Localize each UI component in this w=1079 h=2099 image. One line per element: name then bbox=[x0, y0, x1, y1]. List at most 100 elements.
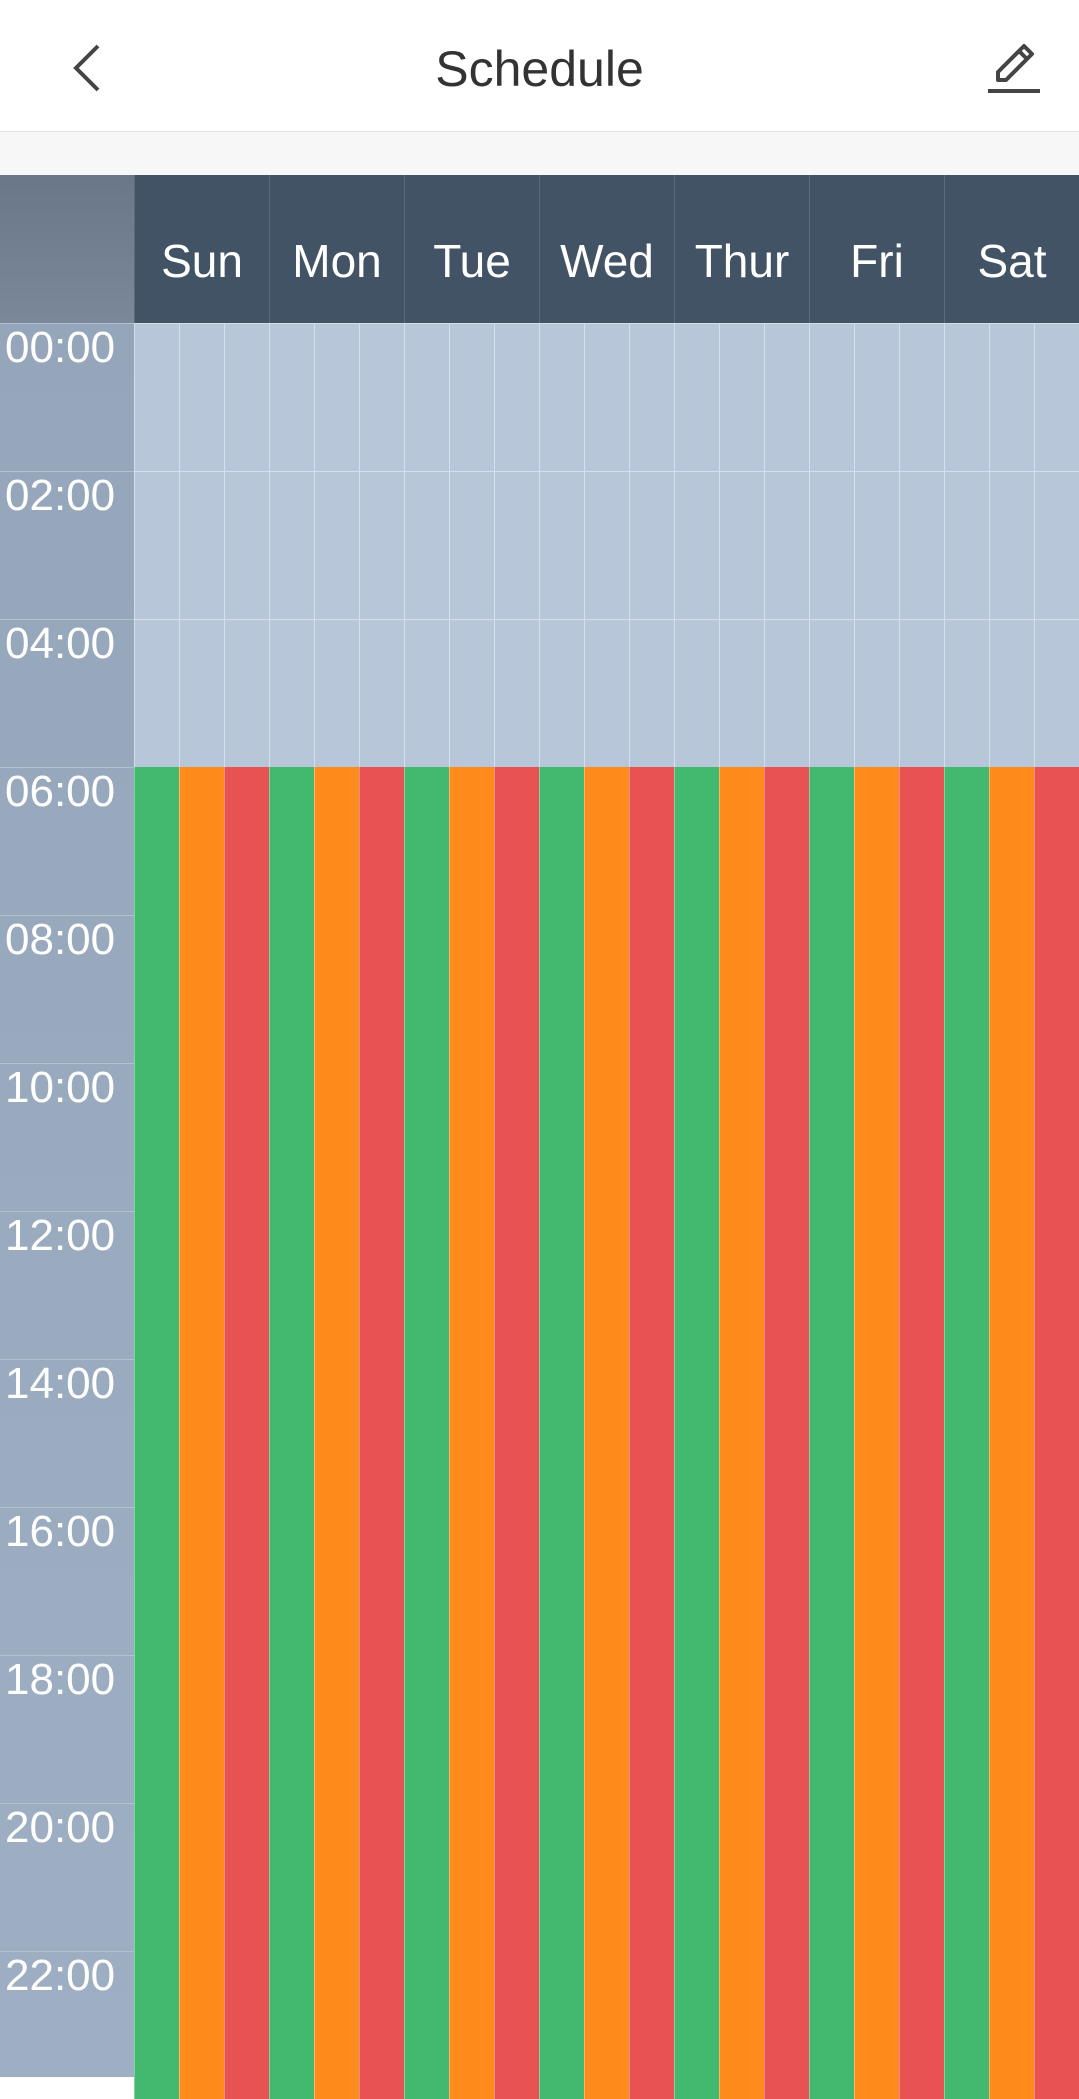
slot bbox=[494, 915, 539, 1063]
slot bbox=[899, 323, 944, 471]
slot bbox=[179, 1211, 224, 1359]
row-line bbox=[0, 915, 134, 916]
slot bbox=[539, 1211, 584, 1359]
slot bbox=[494, 1803, 539, 1951]
slot bbox=[854, 767, 899, 915]
slot bbox=[854, 1803, 899, 1951]
slot bbox=[494, 1951, 539, 2099]
slot bbox=[134, 1951, 179, 2099]
slot bbox=[584, 767, 629, 915]
slot bbox=[764, 1211, 809, 1359]
row-line bbox=[0, 1803, 134, 1804]
slot bbox=[989, 1359, 1034, 1507]
slot bbox=[674, 1359, 719, 1507]
row-line bbox=[0, 1507, 134, 1508]
day-header: Wed bbox=[539, 175, 674, 323]
slot bbox=[494, 1063, 539, 1211]
slot bbox=[674, 323, 719, 471]
slot bbox=[629, 767, 674, 915]
slot bbox=[179, 1951, 224, 2099]
slot bbox=[719, 1655, 764, 1803]
slot bbox=[494, 619, 539, 767]
slot bbox=[314, 915, 359, 1063]
slot bbox=[674, 1655, 719, 1803]
row-line bbox=[0, 767, 134, 768]
slot bbox=[1034, 1655, 1079, 1803]
slot bbox=[449, 1655, 494, 1803]
slot bbox=[404, 1507, 449, 1655]
slot bbox=[269, 1359, 314, 1507]
slot bbox=[269, 1211, 314, 1359]
slot bbox=[719, 471, 764, 619]
slot bbox=[674, 1951, 719, 2099]
day-header: Sun bbox=[134, 175, 269, 323]
slot bbox=[944, 471, 989, 619]
slot bbox=[854, 1507, 899, 1655]
slot bbox=[224, 1951, 269, 2099]
slot bbox=[944, 323, 989, 471]
slot bbox=[494, 323, 539, 471]
slot bbox=[719, 1211, 764, 1359]
slot bbox=[179, 471, 224, 619]
slot bbox=[719, 915, 764, 1063]
slot bbox=[854, 1063, 899, 1211]
slot bbox=[1034, 767, 1079, 915]
slot bbox=[629, 1359, 674, 1507]
slot bbox=[764, 323, 809, 471]
slot bbox=[179, 323, 224, 471]
slot bbox=[584, 915, 629, 1063]
slot bbox=[584, 1951, 629, 2099]
slot bbox=[134, 323, 179, 471]
slot bbox=[494, 1507, 539, 1655]
slot bbox=[359, 767, 404, 915]
slot bbox=[539, 1063, 584, 1211]
slot bbox=[314, 1951, 359, 2099]
day-header: Thur bbox=[674, 175, 809, 323]
slot bbox=[719, 767, 764, 915]
row-line bbox=[0, 1063, 134, 1064]
slot bbox=[944, 915, 989, 1063]
slot bbox=[719, 619, 764, 767]
slot bbox=[1034, 619, 1079, 767]
slot bbox=[719, 1803, 764, 1951]
slot bbox=[449, 1951, 494, 2099]
edit-button[interactable] bbox=[984, 38, 1044, 98]
slot bbox=[674, 767, 719, 915]
slot bbox=[179, 1507, 224, 1655]
back-button[interactable] bbox=[64, 40, 112, 96]
slot bbox=[629, 1655, 674, 1803]
row-line bbox=[0, 1655, 134, 1656]
slot bbox=[224, 767, 269, 915]
slot bbox=[1034, 1803, 1079, 1951]
slot bbox=[854, 323, 899, 471]
slot bbox=[854, 471, 899, 619]
slot bbox=[314, 1359, 359, 1507]
slot bbox=[449, 323, 494, 471]
slot bbox=[224, 1211, 269, 1359]
slot bbox=[404, 915, 449, 1063]
slot bbox=[629, 471, 674, 619]
slot bbox=[989, 471, 1034, 619]
slot bbox=[539, 323, 584, 471]
slot bbox=[989, 619, 1034, 767]
corner-cell bbox=[0, 175, 134, 323]
slot bbox=[314, 1803, 359, 1951]
slot bbox=[944, 1655, 989, 1803]
slot bbox=[494, 471, 539, 619]
slot bbox=[809, 1063, 854, 1211]
slot bbox=[764, 1803, 809, 1951]
slot bbox=[674, 619, 719, 767]
slot bbox=[134, 1803, 179, 1951]
slot bbox=[224, 1655, 269, 1803]
slot bbox=[314, 1655, 359, 1803]
time-label: 22:00 bbox=[5, 1951, 116, 2000]
slot bbox=[404, 1211, 449, 1359]
slot bbox=[314, 471, 359, 619]
slot bbox=[809, 915, 854, 1063]
slot bbox=[809, 619, 854, 767]
slot bbox=[809, 767, 854, 915]
slot bbox=[989, 1803, 1034, 1951]
slot bbox=[359, 915, 404, 1063]
row-line bbox=[0, 619, 134, 620]
